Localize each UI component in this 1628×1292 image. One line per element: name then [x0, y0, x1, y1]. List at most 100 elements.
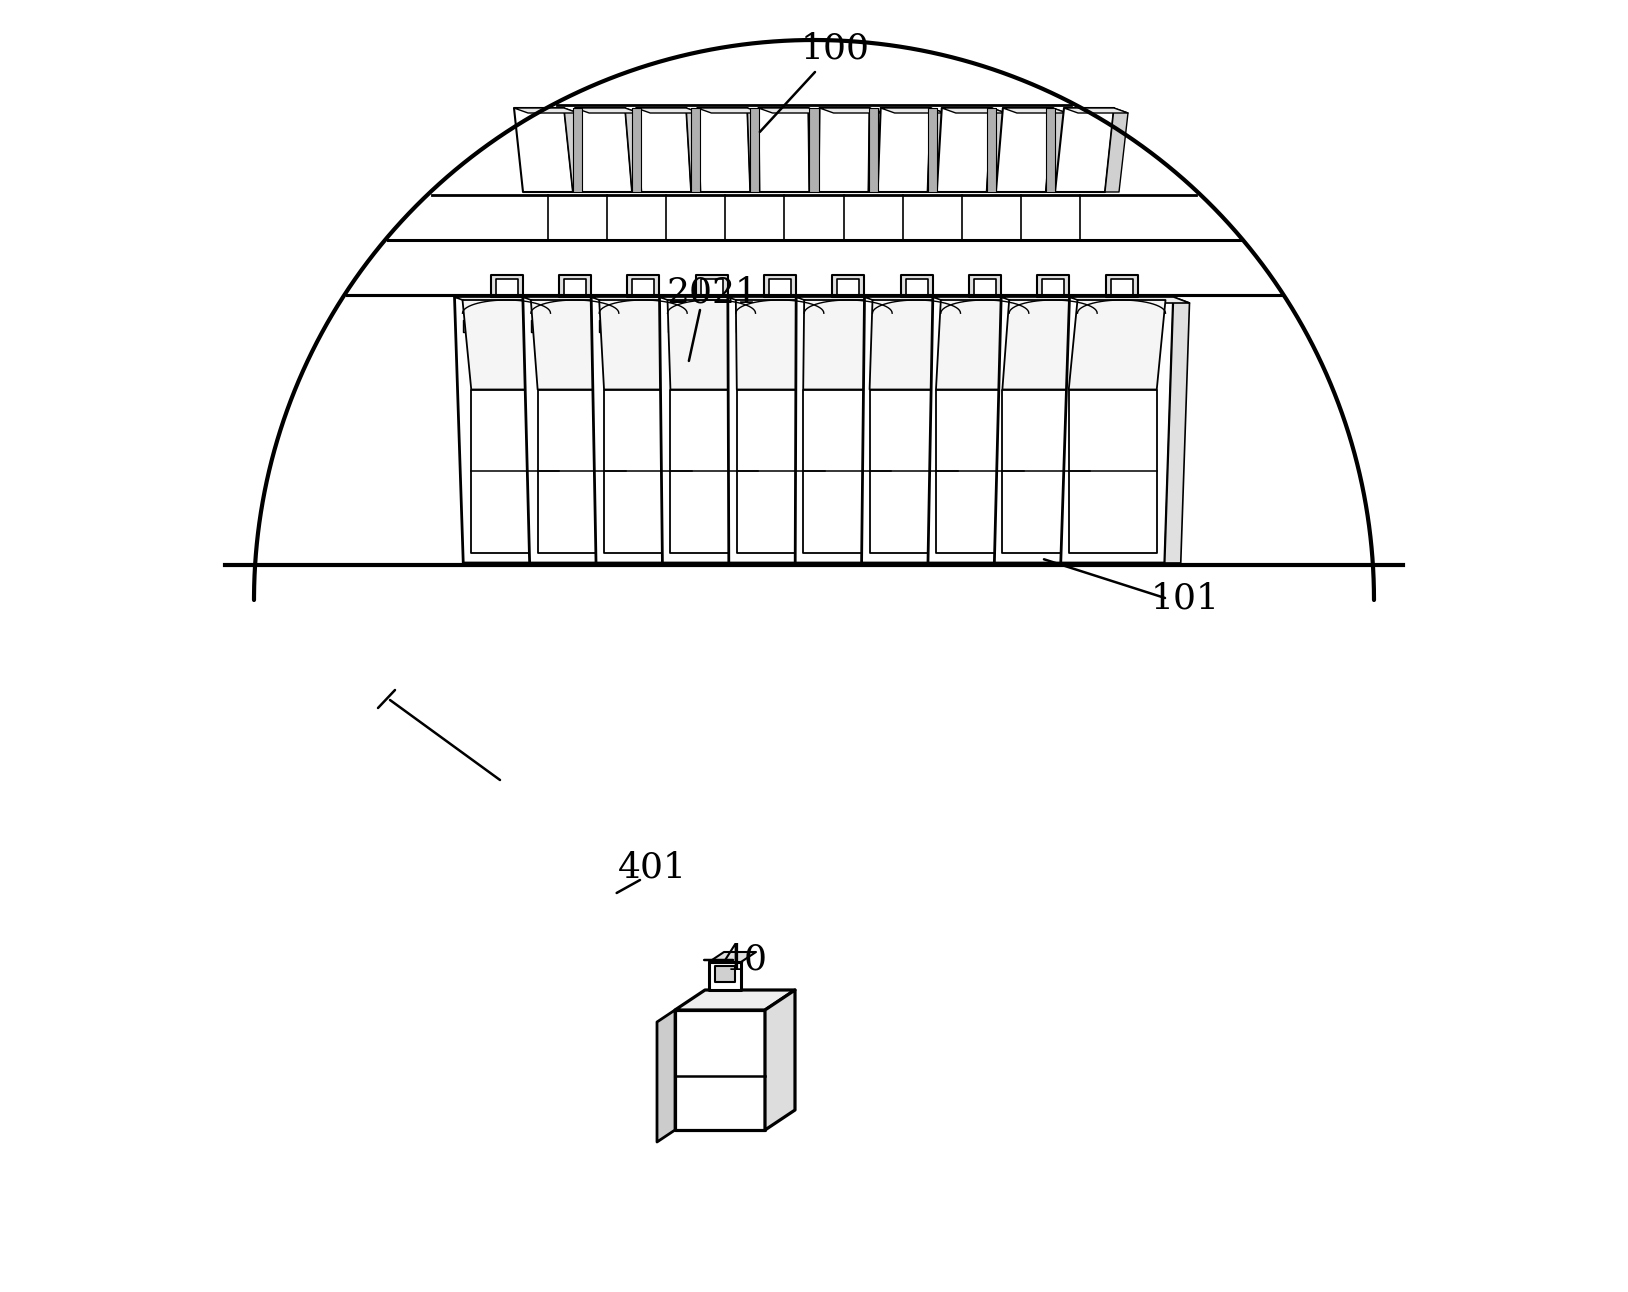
Polygon shape [632, 279, 654, 297]
Polygon shape [736, 300, 825, 389]
Polygon shape [632, 109, 641, 193]
Polygon shape [794, 297, 900, 563]
Polygon shape [759, 109, 809, 193]
Polygon shape [881, 109, 944, 112]
Polygon shape [470, 389, 560, 553]
Polygon shape [1003, 389, 1091, 553]
Polygon shape [1070, 297, 1190, 304]
Polygon shape [809, 109, 824, 193]
Polygon shape [974, 279, 996, 297]
Polygon shape [764, 275, 796, 297]
Polygon shape [591, 297, 700, 563]
Polygon shape [941, 320, 952, 332]
Polygon shape [1055, 109, 1114, 193]
Polygon shape [462, 320, 474, 332]
Polygon shape [495, 279, 518, 297]
Polygon shape [995, 297, 1105, 563]
Polygon shape [591, 297, 711, 304]
Polygon shape [803, 389, 891, 553]
Polygon shape [695, 275, 728, 297]
Polygon shape [454, 297, 575, 304]
Polygon shape [514, 109, 573, 193]
Polygon shape [936, 300, 1029, 389]
Polygon shape [575, 109, 640, 112]
Polygon shape [728, 297, 834, 563]
Polygon shape [905, 279, 928, 297]
Polygon shape [676, 990, 794, 1010]
Polygon shape [804, 320, 816, 332]
Polygon shape [737, 389, 825, 553]
Polygon shape [928, 109, 944, 193]
Polygon shape [667, 300, 759, 389]
Polygon shape [751, 109, 759, 193]
Polygon shape [987, 109, 996, 193]
Polygon shape [563, 109, 588, 193]
Polygon shape [965, 297, 985, 563]
Polygon shape [819, 109, 884, 112]
Polygon shape [1164, 297, 1190, 563]
Polygon shape [697, 109, 762, 112]
Polygon shape [1003, 109, 1066, 112]
Polygon shape [759, 109, 822, 112]
Polygon shape [604, 389, 692, 553]
Polygon shape [563, 279, 586, 297]
Polygon shape [531, 320, 542, 332]
Polygon shape [523, 297, 643, 304]
Polygon shape [667, 320, 679, 332]
Polygon shape [599, 320, 610, 332]
Polygon shape [1009, 320, 1021, 332]
Polygon shape [659, 297, 767, 563]
Polygon shape [869, 389, 957, 553]
Polygon shape [558, 297, 583, 563]
Polygon shape [676, 1010, 765, 1130]
Polygon shape [715, 966, 734, 982]
Polygon shape [1042, 279, 1065, 297]
Polygon shape [692, 109, 700, 193]
Polygon shape [1105, 275, 1138, 297]
Text: 401: 401 [617, 851, 687, 885]
Polygon shape [873, 320, 884, 332]
Polygon shape [869, 109, 877, 193]
Polygon shape [1110, 279, 1133, 297]
Polygon shape [869, 109, 884, 193]
Text: 40: 40 [721, 943, 768, 977]
Polygon shape [832, 275, 864, 297]
Polygon shape [864, 297, 985, 304]
Polygon shape [625, 109, 646, 193]
Polygon shape [1045, 109, 1055, 193]
Polygon shape [1001, 297, 1122, 304]
Polygon shape [819, 109, 869, 193]
Polygon shape [695, 297, 716, 563]
Polygon shape [1032, 297, 1053, 563]
Polygon shape [1061, 297, 1174, 563]
Polygon shape [861, 297, 969, 563]
Polygon shape [900, 275, 933, 297]
Polygon shape [1099, 297, 1122, 563]
Polygon shape [832, 297, 848, 563]
Polygon shape [462, 300, 560, 389]
Polygon shape [877, 109, 931, 193]
Polygon shape [728, 297, 848, 304]
Polygon shape [1068, 300, 1166, 389]
Polygon shape [969, 275, 1001, 297]
Polygon shape [637, 109, 700, 112]
Text: 101: 101 [1151, 581, 1219, 615]
Text: 100: 100 [801, 31, 869, 65]
Polygon shape [809, 109, 819, 193]
Polygon shape [764, 297, 783, 563]
Polygon shape [658, 1010, 676, 1142]
Polygon shape [928, 297, 1037, 563]
Polygon shape [837, 279, 860, 297]
Polygon shape [1037, 275, 1070, 297]
Text: 2021: 2021 [666, 275, 759, 309]
Polygon shape [700, 279, 723, 297]
Polygon shape [710, 952, 755, 963]
Polygon shape [710, 963, 741, 990]
Polygon shape [899, 297, 917, 563]
Polygon shape [987, 109, 1006, 193]
Polygon shape [765, 990, 794, 1130]
Polygon shape [599, 300, 692, 389]
Polygon shape [573, 109, 583, 193]
Polygon shape [1105, 109, 1128, 193]
Polygon shape [687, 109, 705, 193]
